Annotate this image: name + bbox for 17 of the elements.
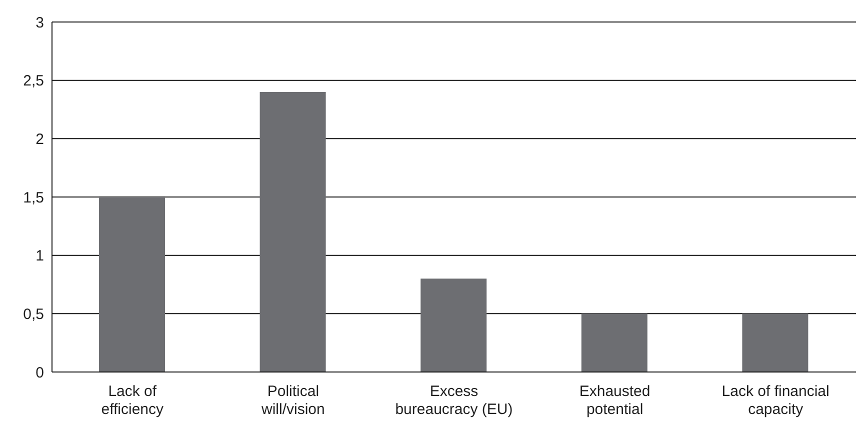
y-tick-label: 3 — [36, 14, 44, 32]
x-tick-label: Exhausted potential — [579, 383, 650, 418]
y-tick-label: 1,5 — [23, 189, 44, 206]
x-tick-label: Lack of efficiency — [101, 383, 164, 418]
y-tick-label: 2,5 — [23, 72, 44, 90]
bar — [260, 92, 326, 372]
bar — [581, 314, 648, 372]
x-tick-label: Lack of financial capacity — [722, 383, 830, 418]
y-tick-label: 2 — [36, 130, 44, 148]
y-tick-label: 1 — [36, 248, 44, 265]
x-tick-label: Excess bureaucracy (EU) — [395, 383, 513, 418]
bar — [420, 278, 487, 372]
x-tick-label: Political will/vision — [260, 383, 325, 418]
y-tick-label: 0,5 — [23, 306, 44, 323]
bar — [742, 314, 808, 372]
bar — [99, 197, 165, 372]
y-tick-label: 0 — [36, 364, 44, 382]
